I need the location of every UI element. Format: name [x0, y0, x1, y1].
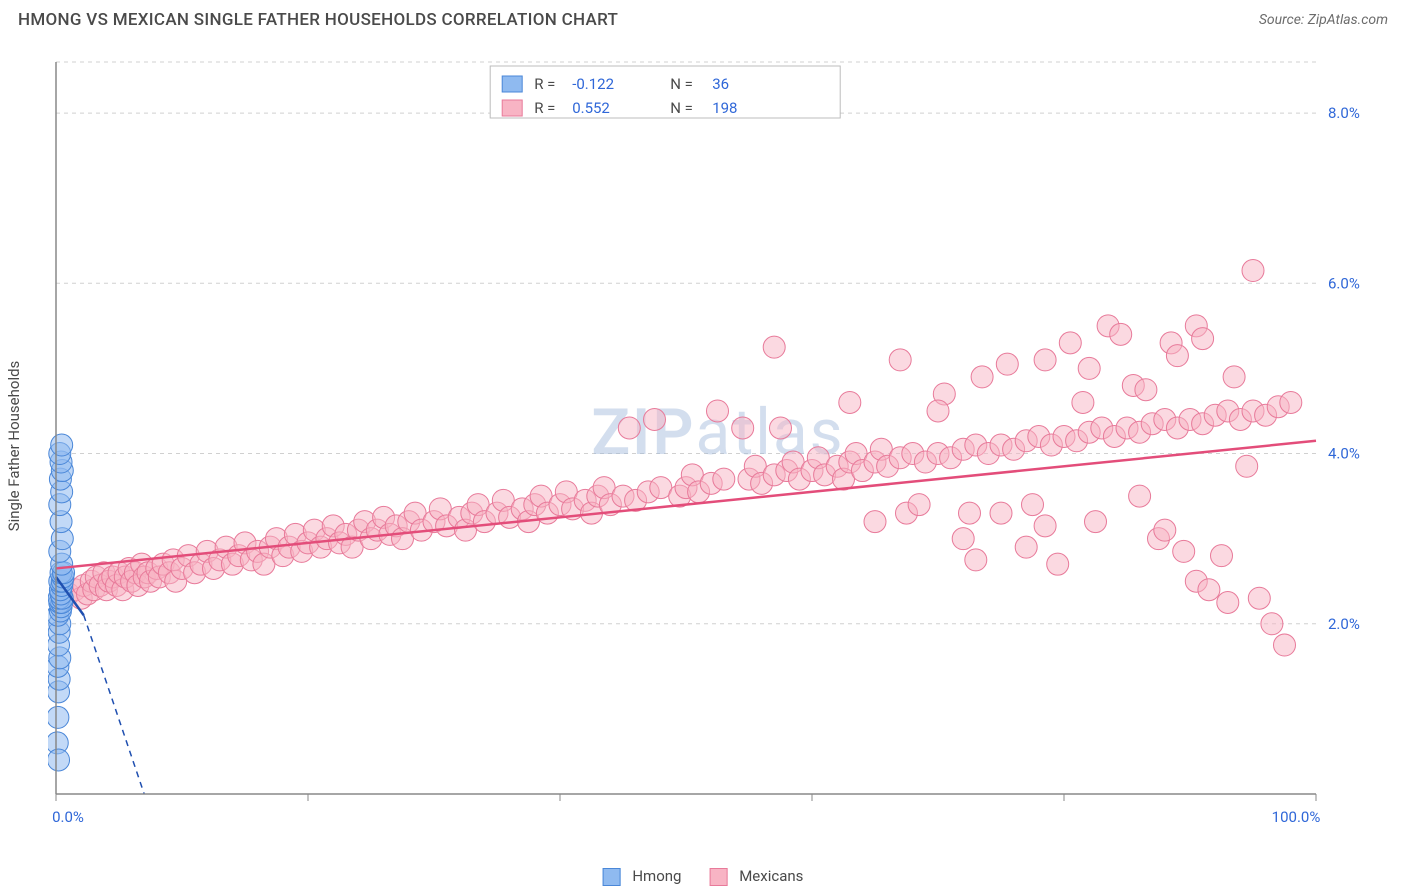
source-label: Source: — [1259, 12, 1304, 28]
source-name: ZipAtlas.com — [1308, 12, 1388, 28]
svg-text:-0.122: -0.122 — [572, 75, 614, 93]
svg-text:4.0%: 4.0% — [1328, 445, 1360, 463]
legend-item-hmong: Hmong — [603, 867, 682, 886]
svg-text:198: 198 — [712, 99, 737, 117]
legend-swatch-mexicans — [709, 868, 727, 886]
svg-text:2.0%: 2.0% — [1328, 615, 1360, 633]
svg-text:R =: R = — [534, 99, 555, 117]
svg-text:100.0%: 100.0% — [1272, 808, 1321, 826]
legend-swatch-hmong — [603, 868, 621, 886]
legend-label-hmong: Hmong — [632, 867, 681, 885]
chart-header: HMONG VS MEXICAN SINGLE FATHER HOUSEHOLD… — [0, 0, 1406, 36]
legend-label-mexicans: Mexicans — [739, 867, 803, 885]
chart-title: HMONG VS MEXICAN SINGLE FATHER HOUSEHOLD… — [18, 10, 618, 30]
bottom-legend: Hmong Mexicans — [603, 867, 804, 886]
legend-item-mexicans: Mexicans — [709, 867, 803, 886]
svg-text:36: 36 — [712, 75, 729, 93]
svg-text:N =: N = — [670, 75, 693, 93]
plot-svg: ZIPatlas0.0%100.0%2.0%4.0%6.0%8.0%R =-0.… — [48, 56, 1388, 836]
scatter-plot: ZIPatlas0.0%100.0%2.0%4.0%6.0%8.0%R =-0.… — [48, 56, 1388, 836]
svg-text:8.0%: 8.0% — [1328, 104, 1360, 122]
svg-text:0.0%: 0.0% — [52, 808, 84, 826]
svg-text:0.552: 0.552 — [572, 99, 610, 117]
source-attribution: Source: ZipAtlas.com — [1259, 12, 1388, 28]
svg-text:N =: N = — [670, 99, 693, 117]
svg-text:R =: R = — [534, 75, 555, 93]
svg-text:6.0%: 6.0% — [1328, 274, 1360, 292]
y-axis-label: Single Father Households — [5, 361, 23, 532]
